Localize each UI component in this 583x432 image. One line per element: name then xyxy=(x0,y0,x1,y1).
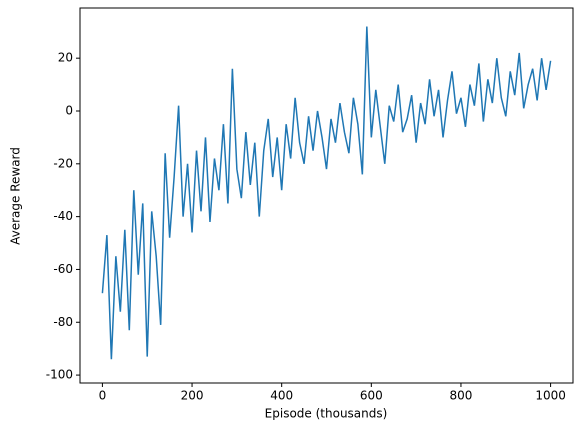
x-axis-label: Episode (thousands) xyxy=(265,407,388,421)
plot-frame xyxy=(79,7,574,384)
y-tick-label: -100 xyxy=(46,368,73,382)
x-tick-label: 600 xyxy=(360,389,383,403)
x-tick-label: 0 xyxy=(99,389,107,403)
x-tick-label: 200 xyxy=(181,389,204,403)
x-tick-label: 800 xyxy=(450,389,473,403)
y-axis-label: Average Reward xyxy=(9,147,23,245)
x-tick-label: 1000 xyxy=(535,389,566,403)
y-tick-label: -80 xyxy=(53,315,73,329)
y-tick-label: -40 xyxy=(53,209,73,223)
y-tick-label: 0 xyxy=(65,103,73,117)
y-tick-label: -60 xyxy=(53,262,73,276)
y-tick-label: -20 xyxy=(53,156,73,170)
y-tick-label: 20 xyxy=(58,51,73,65)
line-series xyxy=(101,26,552,360)
x-tick-label: 400 xyxy=(270,389,293,403)
